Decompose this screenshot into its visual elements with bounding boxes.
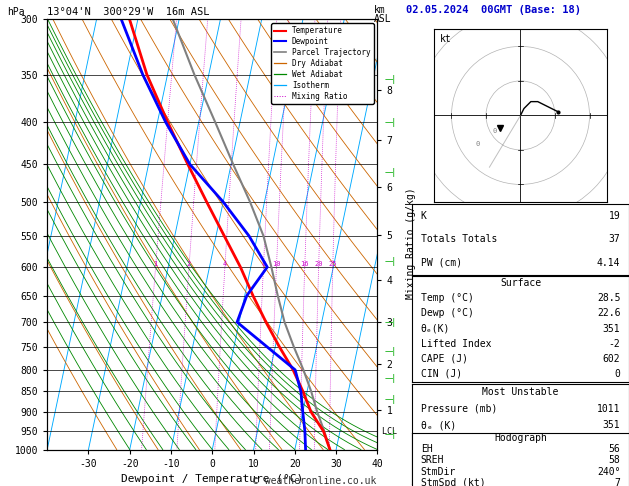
Text: Lifted Index: Lifted Index	[421, 339, 491, 348]
Text: 240°: 240°	[597, 467, 620, 477]
Text: 4.14: 4.14	[597, 258, 620, 268]
Text: 28.5: 28.5	[597, 293, 620, 303]
Text: -2: -2	[609, 437, 620, 447]
Text: Temp (°C): Temp (°C)	[421, 293, 474, 303]
Text: -2: -2	[609, 339, 620, 348]
Text: —|: —|	[385, 431, 396, 439]
Text: km: km	[374, 5, 386, 15]
Legend: Temperature, Dewpoint, Parcel Trajectory, Dry Adiabat, Wet Adiabat, Isotherm, Mi: Temperature, Dewpoint, Parcel Trajectory…	[271, 23, 374, 104]
Text: 56: 56	[609, 444, 620, 454]
Text: PW (cm): PW (cm)	[421, 258, 462, 268]
Text: 602: 602	[603, 354, 620, 364]
Text: Most Unstable: Most Unstable	[482, 387, 559, 397]
Text: 22.6: 22.6	[597, 309, 620, 318]
Text: —|: —|	[385, 118, 396, 127]
Text: 19: 19	[609, 211, 620, 221]
Text: —|: —|	[385, 374, 396, 383]
Text: CIN (J): CIN (J)	[421, 369, 462, 379]
Text: θₑ (K): θₑ (K)	[421, 420, 456, 431]
Text: —|: —|	[385, 347, 396, 356]
Text: 351: 351	[603, 324, 620, 333]
Text: 8: 8	[261, 261, 265, 267]
Text: 13°04'N  300°29'W  16m ASL: 13°04'N 300°29'W 16m ASL	[47, 7, 209, 17]
Text: 602: 602	[603, 453, 620, 464]
Text: 7: 7	[615, 478, 620, 486]
Text: StmSpd (kt): StmSpd (kt)	[421, 478, 486, 486]
Text: LCL: LCL	[377, 427, 398, 436]
Text: 0: 0	[615, 470, 620, 480]
Text: CIN (J): CIN (J)	[421, 470, 462, 480]
Text: 351: 351	[603, 420, 620, 431]
Text: —|: —|	[385, 395, 396, 404]
Text: —|: —|	[385, 75, 396, 84]
Text: 02.05.2024  00GMT (Base: 18): 02.05.2024 00GMT (Base: 18)	[406, 5, 581, 15]
Text: Pressure (mb): Pressure (mb)	[421, 404, 497, 414]
Text: hPa: hPa	[8, 7, 25, 17]
Text: CAPE (J): CAPE (J)	[421, 354, 468, 364]
Text: 1: 1	[153, 261, 158, 267]
Text: 1011: 1011	[597, 404, 620, 414]
Text: —|: —|	[385, 168, 396, 176]
Text: 2: 2	[187, 261, 191, 267]
Text: 0: 0	[493, 128, 497, 134]
Text: StmDir: StmDir	[421, 467, 456, 477]
Text: EH: EH	[421, 444, 432, 454]
Text: Surface: Surface	[500, 278, 541, 288]
Text: CAPE (J): CAPE (J)	[421, 453, 468, 464]
X-axis label: Dewpoint / Temperature (°C): Dewpoint / Temperature (°C)	[121, 474, 303, 484]
Text: Mixing Ratio (g/kg): Mixing Ratio (g/kg)	[406, 187, 416, 299]
Text: 0: 0	[476, 141, 480, 147]
Text: 58: 58	[609, 455, 620, 466]
Text: 20: 20	[314, 261, 323, 267]
Text: —|: —|	[385, 318, 396, 327]
Text: 37: 37	[609, 234, 620, 244]
Text: Dewp (°C): Dewp (°C)	[421, 309, 474, 318]
Text: θₑ(K): θₑ(K)	[421, 324, 450, 333]
Text: 0: 0	[615, 369, 620, 379]
Text: —|: —|	[385, 257, 396, 265]
Text: Lifted Index: Lifted Index	[421, 437, 491, 447]
Text: K: K	[421, 211, 426, 221]
Text: Hodograph: Hodograph	[494, 433, 547, 443]
Text: SREH: SREH	[421, 455, 444, 466]
Text: 25: 25	[328, 261, 337, 267]
Text: kt: kt	[440, 35, 451, 44]
Text: 16: 16	[301, 261, 309, 267]
Text: 4: 4	[223, 261, 227, 267]
Text: 10: 10	[272, 261, 281, 267]
Text: © weatheronline.co.uk: © weatheronline.co.uk	[253, 476, 376, 486]
Text: Totals Totals: Totals Totals	[421, 234, 497, 244]
Text: ASL: ASL	[374, 14, 392, 24]
